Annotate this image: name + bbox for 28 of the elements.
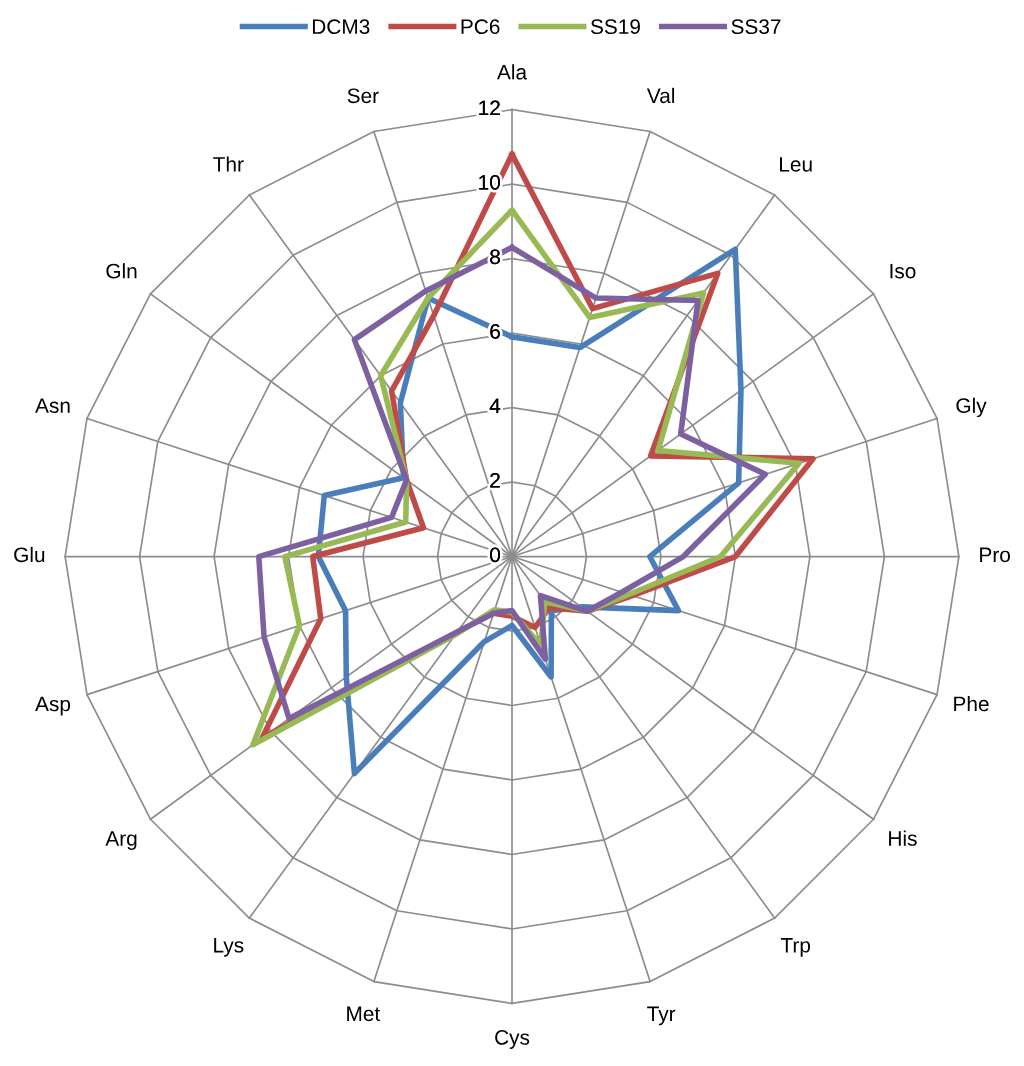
y-tick-label: 2 xyxy=(490,472,500,488)
spoke-label: Tyr xyxy=(647,1006,676,1026)
spoke-label: Trp xyxy=(780,938,811,957)
legend-label: PC6 xyxy=(461,19,500,35)
spoke-label: Gln xyxy=(106,263,137,279)
legend-label: SS37 xyxy=(731,19,781,35)
y-tick-label: 12 xyxy=(479,100,500,116)
spoke-label: Pro xyxy=(980,547,1010,563)
spoke-label: Iso xyxy=(890,263,916,279)
spoke-label: Cys xyxy=(495,1030,530,1049)
y-tick-label: 0 xyxy=(490,547,501,563)
spoke-label: Ala xyxy=(496,64,528,80)
spoke-label: Asp xyxy=(35,696,71,716)
spoke-label: Glu xyxy=(14,546,45,563)
spoke-label: Gly xyxy=(956,397,987,418)
spoke-label: Arg xyxy=(105,831,137,850)
spoke-label: Asn xyxy=(35,398,70,414)
spoke-label: Val xyxy=(646,87,675,104)
y-tick-label: 4 xyxy=(489,398,501,413)
spoke-label: Lys xyxy=(214,938,244,957)
legend-label: SS19 xyxy=(590,19,640,35)
spoke-label: Ser xyxy=(347,88,379,104)
spoke-label: His xyxy=(889,830,917,846)
legend-label: DCM3 xyxy=(312,19,370,35)
spoke-label: Phe xyxy=(954,695,989,712)
spoke-label: Met xyxy=(347,1006,381,1022)
spoke-label: Thr xyxy=(213,156,244,172)
spoke-label: Leu xyxy=(780,157,812,172)
